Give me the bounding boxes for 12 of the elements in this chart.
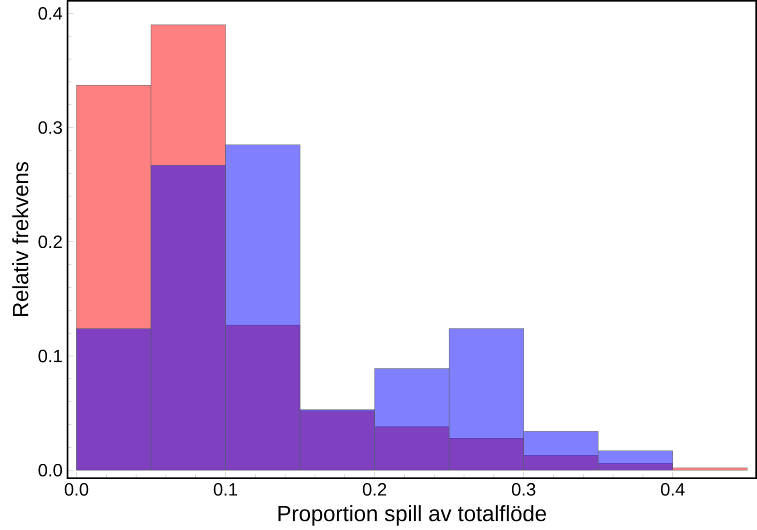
x-tick-label: 0.1 <box>214 482 238 496</box>
x-axis-title: Proportion spill av totalflöde <box>278 505 546 526</box>
y-tick-label: 0.2 <box>38 235 62 248</box>
y-tick-label: 0.0 <box>38 464 62 476</box>
y-tick-label: 0.3 <box>38 121 62 134</box>
x-tick-label: 0.3 <box>512 482 536 496</box>
x-tick-label: 0.4 <box>660 482 685 496</box>
y-axis-title: Relativ frekvens <box>12 162 28 316</box>
y-tick-label: 0.1 <box>38 350 62 362</box>
x-tick-label: 0.0 <box>64 482 88 496</box>
x-tick-label: 0.2 <box>362 482 386 496</box>
y-tick-label: 0.4 <box>38 6 62 20</box>
